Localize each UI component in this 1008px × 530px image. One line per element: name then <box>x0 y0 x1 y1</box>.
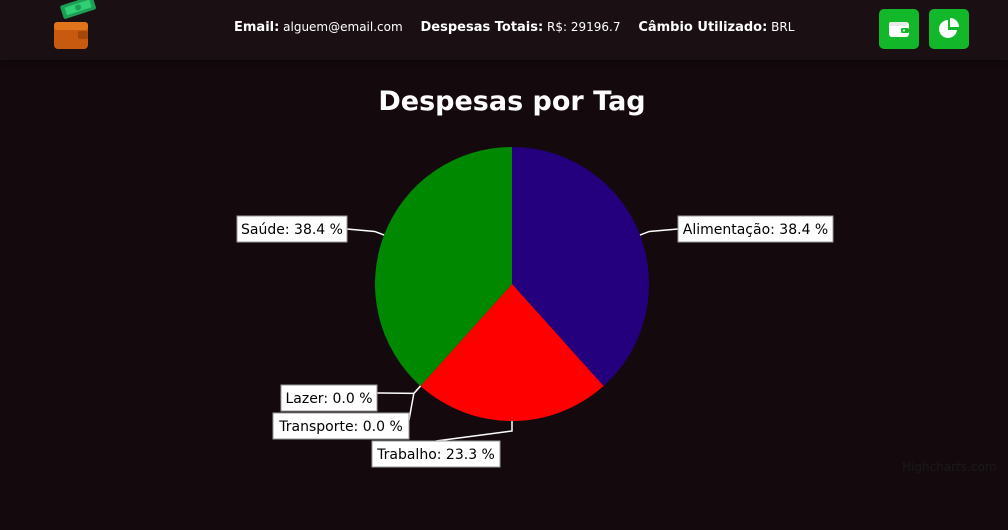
connector-lazer <box>376 385 422 395</box>
pie-chart-button[interactable] <box>929 9 969 49</box>
data-label-transporte: Transporte: 0.0 % <box>272 412 410 440</box>
connector-alimentação <box>639 228 679 236</box>
data-label-lazer: Lazer: 0.0 % <box>280 384 378 412</box>
chart-credits[interactable]: Highcharts.com <box>902 460 997 474</box>
top-navbar: Email: alguem@email.com Despesas Totais:… <box>0 0 1008 60</box>
svg-text:Transporte: 0.0 %: Transporte: 0.0 % <box>278 419 403 435</box>
svg-text:Trabalho: 23.3 %: Trabalho: 23.3 % <box>376 447 495 463</box>
wallet-icon <box>889 22 909 37</box>
total-expenses-value: R$: 29196.7 <box>547 20 621 34</box>
email-label: Email: <box>234 20 280 35</box>
data-label-trabalho: Trabalho: 23.3 % <box>371 440 501 468</box>
svg-text:Saúde: 38.4 %: Saúde: 38.4 % <box>241 222 343 238</box>
currency-value: BRL <box>771 20 795 34</box>
pie-slice-alimentação[interactable] <box>512 147 649 386</box>
connector-transporte <box>408 385 422 421</box>
pie-chart-icon <box>939 18 959 38</box>
connector-saúde <box>346 228 385 236</box>
money-wallet-logo-icon <box>54 0 96 49</box>
svg-text:Lazer: 0.0 %: Lazer: 0.0 % <box>285 391 372 407</box>
pie-slice-saúde[interactable] <box>374 147 512 386</box>
connector-trabalho <box>435 421 513 442</box>
account-summary: Email: alguem@email.com Despesas Totais:… <box>234 20 808 35</box>
total-expenses-label: Despesas Totais: <box>420 20 544 35</box>
pie-slice-trabalho[interactable] <box>420 284 604 421</box>
data-label-saúde: Saúde: 38.4 % <box>236 215 348 243</box>
chart-title: Despesas por Tag <box>378 86 646 117</box>
svg-text:Alimentação: 38.4 %: Alimentação: 38.4 % <box>683 222 828 238</box>
currency-label: Câmbio Utilizado: <box>638 20 768 35</box>
data-label-alimentação: Alimentação: 38.4 % <box>677 215 834 243</box>
wallet-button[interactable] <box>879 9 919 49</box>
email-value: alguem@email.com <box>283 20 403 34</box>
